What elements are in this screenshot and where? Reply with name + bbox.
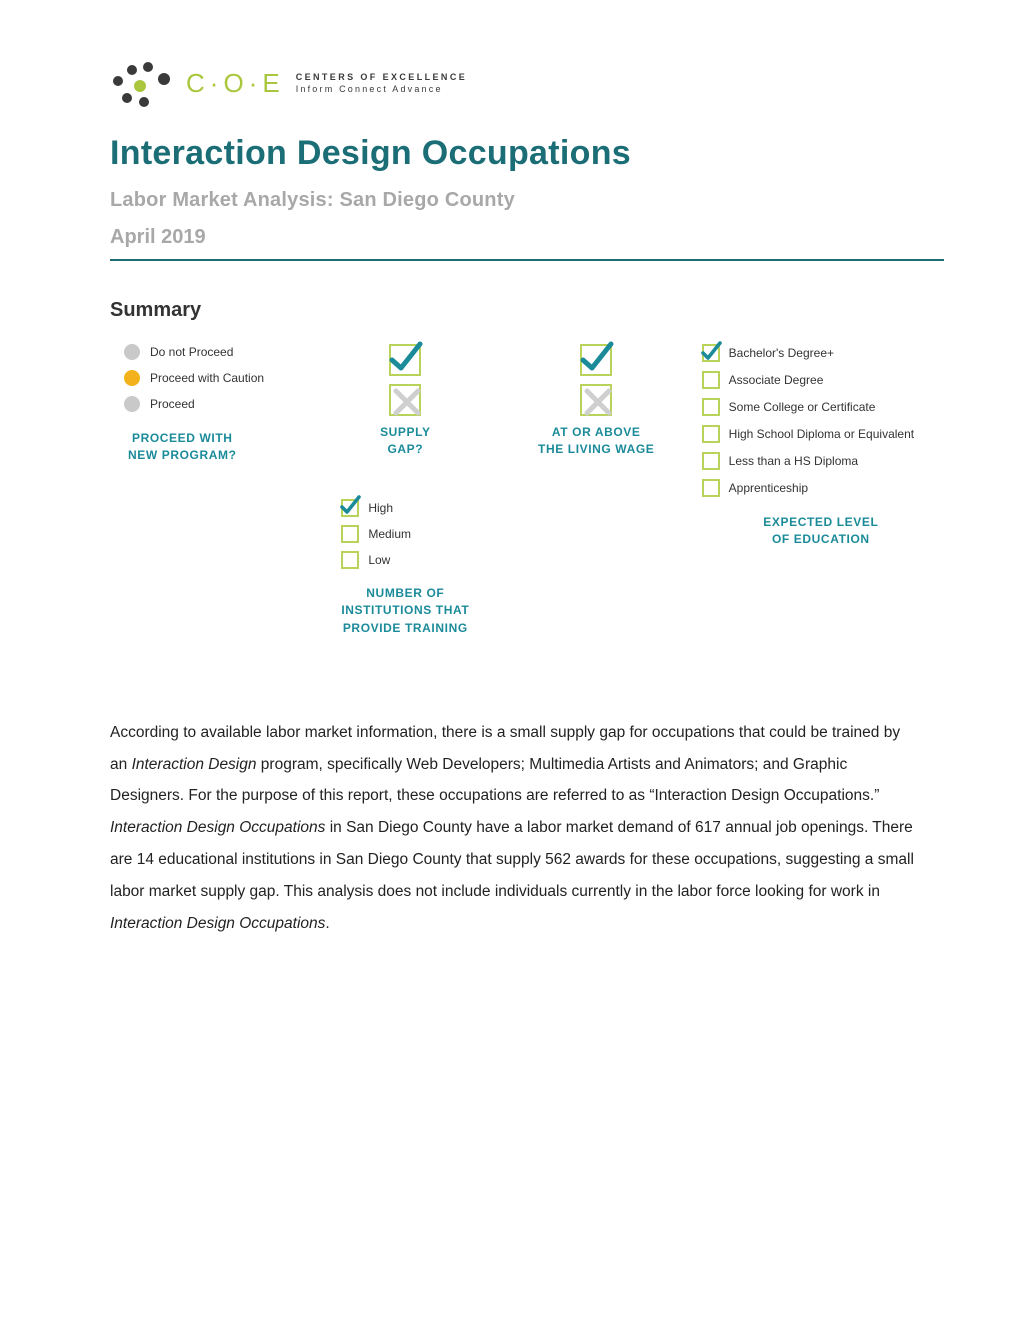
yesno-stack [389, 344, 421, 416]
page-subtitle: Labor Market Analysis: San Diego County [110, 189, 920, 212]
legend-label: Proceed with Caution [150, 371, 264, 385]
panel-title-supply-gap: SUPPLYGAP? [380, 424, 431, 459]
option-label: Associate Degree [729, 373, 824, 387]
page-title: Interaction Design Occupations [110, 134, 920, 173]
option-row: Medium [341, 525, 411, 543]
checkbox-yes-icon [580, 344, 612, 376]
panel-supply-gap: SUPPLYGAP? High Medium Low NUMBER OFINST… [320, 344, 491, 637]
logo-dot-icon [127, 65, 137, 75]
logo-taglines: CENTERS OF EXCELLENCE Inform Connect Adv… [296, 72, 467, 94]
panel-title-proceed: PROCEED WITHNEW PROGRAM? [128, 430, 237, 465]
divider [110, 259, 944, 261]
panel-title-education: EXPECTED LEVELOF EDUCATION [763, 514, 878, 549]
legend-label: Proceed [150, 397, 195, 411]
option-row: Bachelor's Degree+ [702, 344, 834, 362]
panel-title-institutions: NUMBER OFINSTITUTIONS THATPROVIDE TRAINI… [341, 585, 469, 637]
dot-icon [124, 344, 140, 360]
logo-dot-icon [143, 62, 153, 72]
option-row: Apprenticeship [702, 479, 808, 497]
option-label: Bachelor's Degree+ [729, 346, 834, 360]
logo-coe: C·O·E [186, 68, 282, 98]
checkbox-icon [341, 551, 359, 569]
option-row: Low [341, 551, 390, 569]
yesno-stack [580, 344, 612, 416]
checkbox-icon [702, 398, 720, 416]
page-date: April 2019 [110, 226, 920, 249]
checkbox-icon [702, 344, 720, 362]
checkbox-icon [702, 452, 720, 470]
logo-tagline2: Inform Connect Advance [296, 84, 467, 94]
legend-item: Proceed with Caution [124, 370, 264, 386]
panel-title-living-wage: AT OR ABOVETHE LIVING WAGE [538, 424, 654, 459]
option-row: Some College or Certificate [702, 398, 876, 416]
checkbox-icon [702, 479, 720, 497]
option-label: Low [368, 553, 390, 567]
option-label: Apprenticeship [729, 481, 808, 495]
option-label: Less than a HS Diploma [729, 454, 858, 468]
panel-living-wage: AT OR ABOVETHE LIVING WAGE [511, 344, 682, 459]
option-row: High [341, 499, 393, 517]
logo: C·O·E CENTERS OF EXCELLENCE Inform Conne… [110, 60, 920, 106]
logo-dot-icon [113, 76, 123, 86]
checkbox-icon [341, 499, 359, 517]
panel-proceed: Do not Proceed Proceed with Caution Proc… [110, 344, 300, 465]
summary-heading: Summary [110, 299, 920, 322]
summary-panels: Do not Proceed Proceed with Caution Proc… [110, 344, 920, 637]
body-paragraph: According to available labor market info… [110, 717, 920, 939]
checkbox-no-icon [580, 384, 612, 416]
option-label: Some College or Certificate [729, 400, 876, 414]
logo-tagline1: CENTERS OF EXCELLENCE [296, 72, 467, 82]
option-label: Medium [368, 527, 411, 541]
panel-education: Bachelor's Degree+ Associate Degree Some… [702, 344, 920, 549]
legend-label: Do not Proceed [150, 345, 233, 359]
option-row: Associate Degree [702, 371, 824, 389]
option-label: High School Diploma or Equivalent [729, 427, 914, 441]
checkbox-icon [702, 371, 720, 389]
legend-item: Proceed [124, 396, 264, 412]
checkbox-yes-icon [389, 344, 421, 376]
dot-icon [124, 396, 140, 412]
checkbox-no-icon [389, 384, 421, 416]
option-row: Less than a HS Diploma [702, 452, 858, 470]
option-label: High [368, 501, 393, 515]
logo-dot-icon [158, 73, 170, 85]
legend-item: Do not Proceed [124, 344, 264, 360]
checkbox-icon [702, 425, 720, 443]
logo-dot-icon [122, 93, 132, 103]
logo-dot-icon [134, 80, 146, 92]
logo-dot-icon [139, 97, 149, 107]
logo-dots-icon [110, 60, 172, 106]
logo-text-block: C·O·E [186, 68, 282, 99]
checkbox-icon [341, 525, 359, 543]
dot-icon [124, 370, 140, 386]
panel-institutions: High Medium Low NUMBER OFINSTITUTIONS TH… [341, 499, 469, 637]
option-row: High School Diploma or Equivalent [702, 425, 914, 443]
